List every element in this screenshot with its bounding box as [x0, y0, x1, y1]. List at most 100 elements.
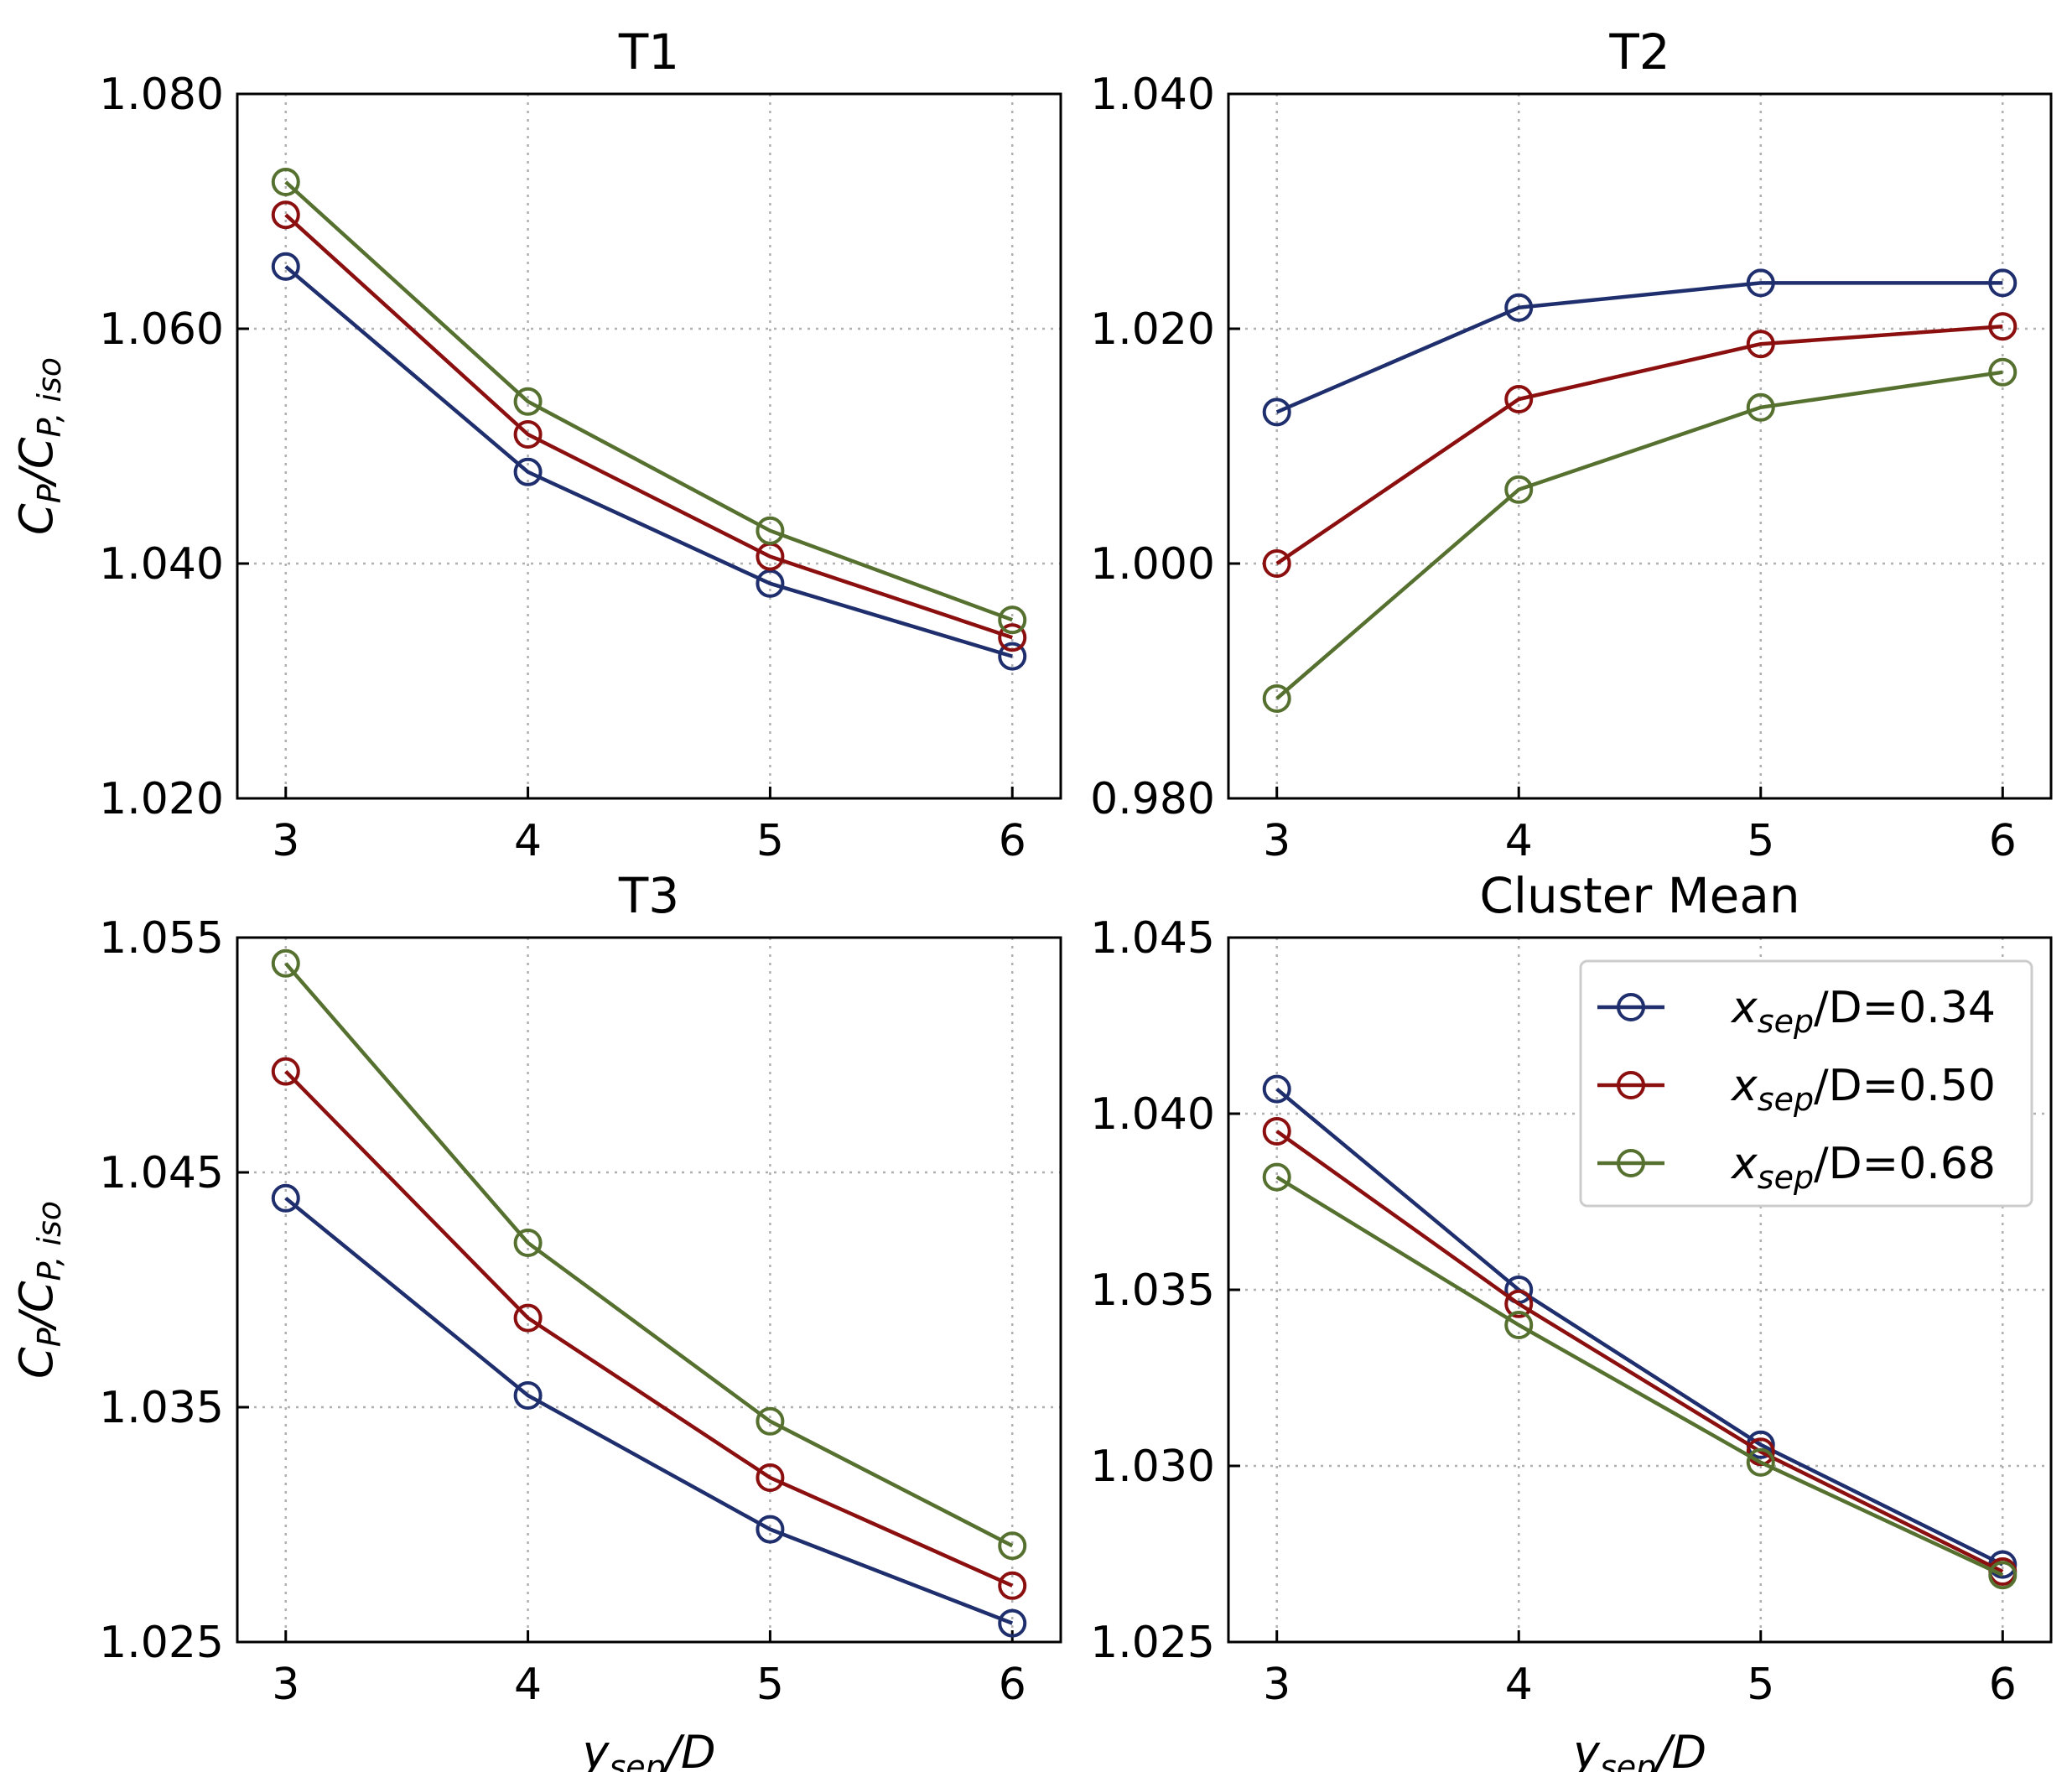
x-tick-label: 4: [1505, 1660, 1533, 1710]
legend-box: [1579, 959, 2033, 1208]
series-1: [271, 1183, 1027, 1638]
y-tick-label: 1.060: [99, 304, 224, 355]
y-tick-label: 1.030: [1090, 1442, 1215, 1492]
label-part: P: [31, 484, 68, 503]
legend-item: xsep/D=0.68: [1597, 1139, 1996, 1196]
series-3: [271, 168, 1027, 635]
x-tick-label: 4: [1505, 816, 1533, 866]
y-tick-label: 1.020: [1090, 304, 1215, 355]
x-tick-label: 3: [272, 816, 299, 866]
axes-frame: [1227, 92, 2053, 800]
legend-label: xsep/D=0.50: [1730, 1061, 1996, 1118]
data-point: [513, 1229, 543, 1257]
y-tick-label: 1.025: [99, 1618, 224, 1668]
series-line: [284, 1197, 1014, 1625]
data-point: [1988, 268, 2017, 298]
data-point: [1746, 392, 1775, 422]
series-line: [1275, 370, 2003, 700]
y-tick-label: 0.980: [1090, 774, 1215, 824]
data-point: [1262, 1162, 1291, 1192]
panel-title: Cluster Mean: [1479, 867, 1799, 924]
y-axis-label: CP/CP, iso: [10, 357, 68, 535]
label-part: sep: [609, 1749, 665, 1772]
x-tick-label: 6: [999, 816, 1026, 866]
legend-item: xsep/D=0.50: [1597, 1061, 1996, 1118]
x-tick-label: 5: [756, 816, 784, 866]
y-tick-label: 1.040: [99, 539, 224, 590]
data-point: [271, 1183, 300, 1213]
label-part: sep: [1600, 1749, 1656, 1772]
x-axis-label: ysep/D: [580, 1726, 715, 1772]
label-part: C: [10, 1347, 63, 1379]
y-tick-label: 1.055: [99, 913, 224, 964]
y-tick-label: 1.020: [99, 774, 224, 824]
y-tick-label: 1.040: [1090, 1089, 1215, 1140]
label-part: /C: [10, 437, 63, 487]
label-part: x: [1730, 1061, 1758, 1111]
data-point: [756, 569, 785, 598]
series-line: [1275, 281, 2003, 414]
data-point: [756, 1515, 785, 1544]
label-part: /D=0.68: [1814, 1139, 1996, 1189]
panel-title: T3: [618, 867, 679, 924]
legend-marker: [1617, 993, 1645, 1021]
data-point: [513, 1303, 543, 1333]
axes-frame: [236, 92, 1062, 800]
legend-marker: [1617, 1149, 1645, 1177]
data-point: [513, 387, 543, 416]
series-line: [284, 962, 1014, 1548]
data-point: [998, 1571, 1027, 1600]
data-point: [998, 605, 1027, 635]
data-point: [998, 1608, 1027, 1638]
data-point: [756, 1463, 785, 1492]
series-3: [1262, 1162, 2017, 1590]
panel-title: T1: [618, 23, 679, 81]
series-2: [271, 200, 1027, 652]
panel-3: 3 4 5 6 1.025 1.035 1.045 1.055 T3 CP/CP, iso ysep…: [10, 867, 1062, 1772]
data-point: [271, 200, 300, 230]
label-part: y: [1571, 1726, 1601, 1772]
series-1: [1262, 268, 2017, 427]
data-point: [271, 252, 300, 281]
panel-2: 3 4 5 6 0.980 1.000 1.020 1.040 T2: [1090, 23, 2053, 866]
data-point: [1504, 475, 1534, 504]
data-point: [1504, 1289, 1534, 1318]
data-point: [1746, 268, 1775, 298]
data-point: [1262, 398, 1291, 427]
data-point: [513, 1381, 543, 1410]
data-point: [1262, 684, 1291, 713]
data-point: [1988, 1561, 2017, 1590]
data-point: [1988, 357, 2017, 387]
series-line: [1275, 1087, 2004, 1567]
data-point: [1262, 1117, 1291, 1146]
label-part: sep: [1758, 1003, 1814, 1040]
series-line: [284, 213, 1013, 640]
x-tick-label: 6: [1989, 816, 2017, 866]
label-part: /D=0.50: [1814, 1061, 1996, 1111]
series-line: [284, 180, 1014, 622]
data-point: [1746, 330, 1775, 359]
label-part: /D: [1653, 1726, 1706, 1772]
data-point: [1746, 1447, 1775, 1477]
data-point: [1504, 293, 1534, 322]
x-tick-label: 4: [514, 1660, 542, 1710]
label-part: sep: [1758, 1081, 1814, 1118]
x-tick-label: 3: [1263, 816, 1290, 866]
y-tick-label: 1.045: [1090, 913, 1215, 964]
panel-title: T2: [1608, 23, 1670, 81]
data-point: [998, 623, 1027, 652]
y-tick-label: 1.045: [99, 1148, 224, 1198]
label-part: /D: [662, 1726, 716, 1772]
x-tick-label: 5: [756, 1660, 784, 1710]
label-part: x: [1730, 983, 1758, 1033]
label-part: y: [580, 1726, 610, 1772]
data-point: [513, 420, 543, 449]
y-axis-label: CP/CP, iso: [10, 1201, 68, 1379]
label-part: C: [10, 503, 63, 535]
data-point: [1988, 312, 2017, 341]
x-tick-label: 4: [514, 816, 542, 866]
x-tick-label: 3: [272, 1660, 299, 1710]
legend-label: xsep/D=0.34: [1730, 983, 1996, 1040]
